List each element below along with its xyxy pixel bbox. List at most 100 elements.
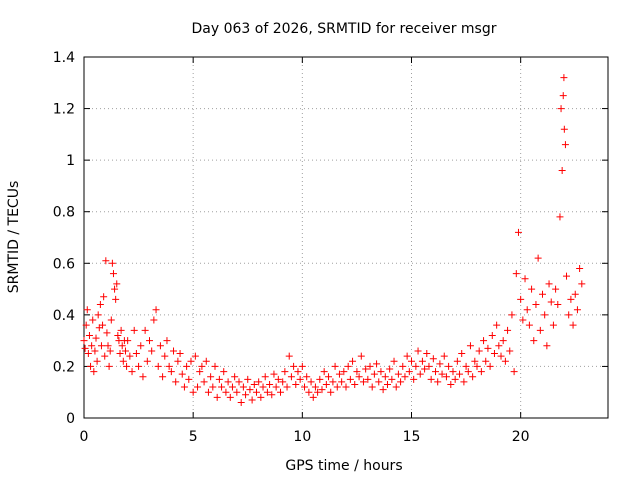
data-point xyxy=(272,383,280,391)
data-point xyxy=(342,383,350,391)
data-point xyxy=(170,347,178,355)
data-point xyxy=(248,396,256,404)
data-point xyxy=(222,388,230,396)
y-tick-label: 1 xyxy=(66,153,75,169)
data-point xyxy=(305,388,313,396)
data-point xyxy=(571,290,579,298)
data-point xyxy=(473,362,481,370)
data-point xyxy=(185,375,193,383)
data-point xyxy=(303,373,311,381)
data-point xyxy=(143,357,151,365)
data-point xyxy=(274,375,282,383)
data-point xyxy=(545,280,553,288)
y-tick-label: 0.2 xyxy=(53,359,75,375)
data-point xyxy=(292,380,300,388)
data-point xyxy=(237,399,245,407)
data-point xyxy=(541,311,549,319)
data-point xyxy=(517,295,525,303)
data-point xyxy=(112,295,120,303)
data-point xyxy=(176,350,184,358)
data-point xyxy=(434,378,442,386)
data-point xyxy=(436,360,444,368)
y-tick-label: 0.4 xyxy=(53,308,75,324)
data-point xyxy=(427,375,435,383)
data-point xyxy=(525,321,533,329)
data-point xyxy=(412,362,420,370)
data-point xyxy=(235,378,243,386)
data-point xyxy=(438,370,446,378)
data-point xyxy=(104,342,112,350)
data-point xyxy=(440,352,448,360)
data-point xyxy=(196,368,204,376)
data-point xyxy=(146,337,153,345)
data-point xyxy=(174,357,182,365)
data-point xyxy=(290,362,298,370)
data-point xyxy=(220,368,228,376)
data-point xyxy=(558,166,566,174)
data-point xyxy=(386,365,394,373)
data-point xyxy=(464,368,472,376)
x-tick-label: 20 xyxy=(512,429,530,445)
data-point xyxy=(557,105,565,113)
data-point xyxy=(414,347,422,355)
data-point xyxy=(87,362,95,370)
data-point xyxy=(456,370,464,378)
data-point xyxy=(124,337,132,345)
data-point xyxy=(480,337,488,345)
data-point xyxy=(88,342,96,350)
y-ticks: 0 0.2 0.4 0.6 0.8 1 1.2 1.4 xyxy=(53,50,608,427)
data-point xyxy=(94,311,102,319)
data-point xyxy=(351,380,359,388)
data-point xyxy=(410,375,418,383)
data-point xyxy=(565,311,573,319)
data-point xyxy=(445,362,453,370)
data-point xyxy=(449,368,457,376)
data-point xyxy=(246,386,254,394)
data-point xyxy=(403,352,411,360)
data-point xyxy=(281,368,289,376)
y-tick-label: 0.8 xyxy=(53,205,75,221)
x-ticks: 0 5 10 15 20 xyxy=(80,57,530,445)
data-point xyxy=(559,92,567,100)
data-point xyxy=(252,388,260,396)
data-point xyxy=(154,362,162,370)
data-point xyxy=(460,378,468,386)
y-tick-label: 1.2 xyxy=(53,102,75,118)
data-point xyxy=(475,347,483,355)
x-axis-label: GPS time / hours xyxy=(285,458,402,474)
data-point xyxy=(114,331,122,339)
data-point xyxy=(523,306,531,314)
data-point xyxy=(462,362,470,370)
data-point xyxy=(399,362,407,370)
data-point xyxy=(536,326,544,334)
data-point xyxy=(117,326,125,334)
data-point xyxy=(488,331,496,339)
data-point xyxy=(499,337,507,345)
data-point xyxy=(425,362,433,370)
data-point xyxy=(91,347,99,355)
data-point xyxy=(137,342,145,350)
data-point xyxy=(159,373,167,381)
data-point xyxy=(200,378,208,386)
chart-title: Day 063 of 2026, SRMTID for receiver msg… xyxy=(192,21,497,37)
x-tick-label: 0 xyxy=(80,429,89,445)
data-point xyxy=(156,342,164,350)
data-point xyxy=(102,257,110,265)
data-point xyxy=(106,347,114,355)
data-point xyxy=(141,326,149,334)
data-point xyxy=(521,275,529,283)
data-point xyxy=(309,393,317,401)
data-point xyxy=(213,393,221,401)
data-point xyxy=(451,375,459,383)
data-point xyxy=(224,378,232,386)
data-point xyxy=(80,337,88,345)
y-tick-label: 1.4 xyxy=(53,50,75,66)
data-point xyxy=(148,347,156,355)
data-point xyxy=(501,357,509,365)
x-tick-label: 5 xyxy=(189,429,198,445)
data-point xyxy=(163,337,171,345)
data-point xyxy=(296,375,304,383)
data-point xyxy=(560,125,568,133)
data-point xyxy=(408,357,415,365)
